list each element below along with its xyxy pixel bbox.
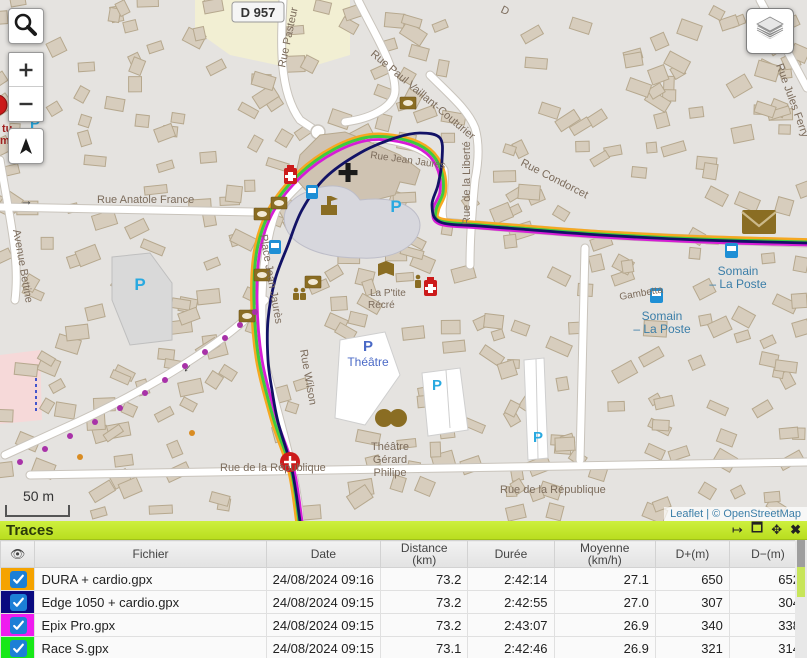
svg-text:✚: ✚ — [337, 158, 359, 188]
svg-text:Somain: Somain — [718, 264, 759, 278]
svg-text:Récré: Récré — [368, 300, 395, 311]
svg-text:Rue de la République: Rue de la République — [220, 462, 326, 474]
svg-text:→: → — [20, 193, 33, 208]
svg-text:P: P — [363, 338, 373, 355]
svg-text:D 957: D 957 — [241, 5, 276, 20]
svg-text:Somain: Somain — [642, 309, 683, 323]
svg-text:P: P — [533, 429, 543, 446]
svg-text:Philipe: Philipe — [373, 467, 406, 479]
svg-text:– La Poste: – La Poste — [709, 277, 767, 291]
svg-text:La P'tite: La P'tite — [370, 288, 406, 299]
svg-text:Rue de la République: Rue de la République — [500, 484, 606, 496]
svg-text:P: P — [134, 275, 145, 294]
svg-text:– La Poste: – La Poste — [633, 322, 691, 336]
svg-text:Rue de la Liberté: Rue de la Liberté — [461, 141, 473, 225]
svg-text:Théâtre: Théâtre — [371, 441, 409, 453]
svg-text:Théâtre: Théâtre — [347, 355, 389, 369]
svg-text:P: P — [432, 377, 442, 394]
svg-text:Rue Anatole France: Rue Anatole France — [97, 194, 194, 206]
svg-text:Gérard: Gérard — [373, 454, 407, 466]
svg-text:P: P — [390, 197, 401, 216]
